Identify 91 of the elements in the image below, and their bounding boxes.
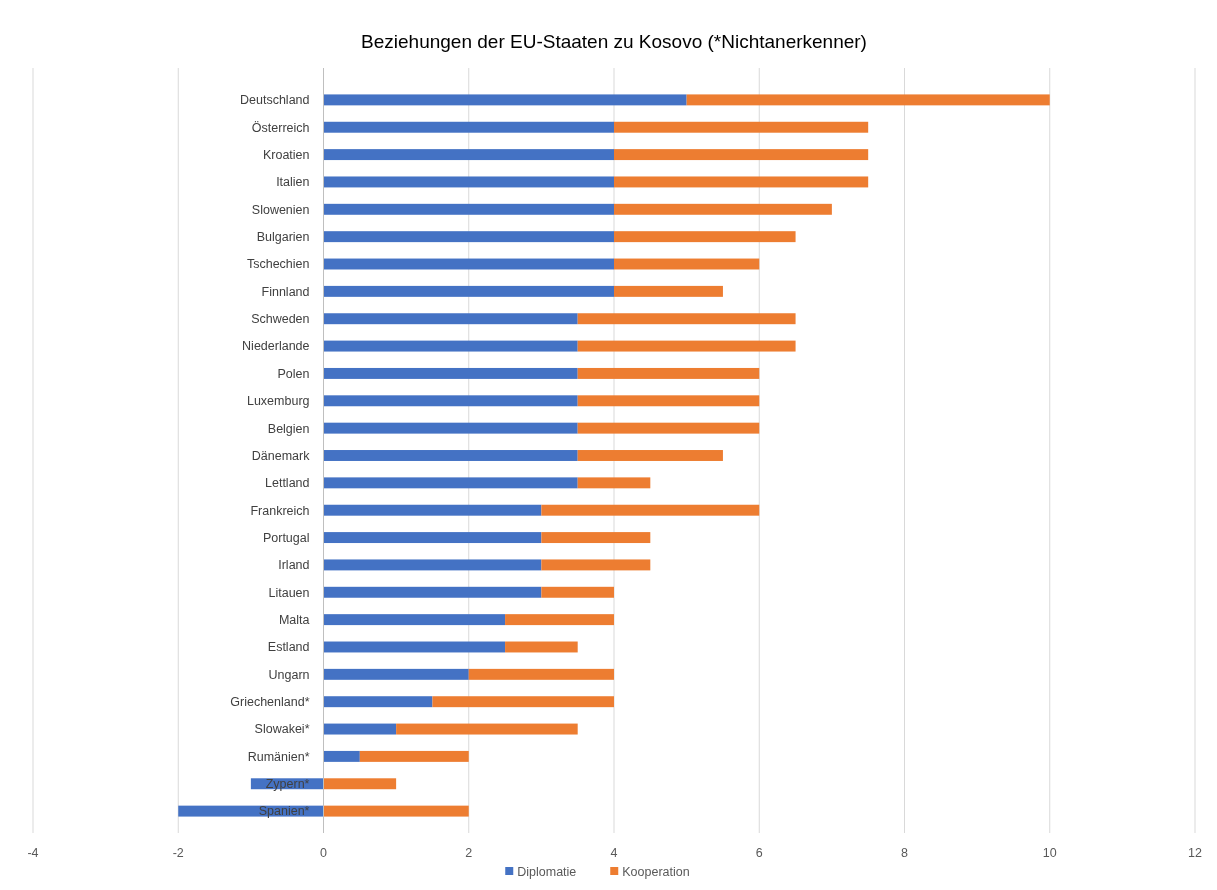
legend-label: Diplomatie bbox=[517, 865, 577, 879]
y-tick-label: Deutschland bbox=[240, 93, 310, 108]
bar bbox=[323, 149, 614, 161]
bar bbox=[577, 477, 651, 489]
bar bbox=[614, 231, 796, 243]
chart-title: Beziehungen der EU-Staaten zu Kosovo (*Nichtanerkenner) bbox=[361, 31, 867, 52]
y-tick-label: Tschechien bbox=[246, 257, 310, 272]
bar bbox=[323, 285, 614, 297]
bar bbox=[359, 750, 469, 762]
y-tick-label: Irland bbox=[278, 558, 310, 573]
bar bbox=[323, 532, 542, 544]
bar bbox=[468, 668, 614, 680]
bar bbox=[323, 422, 578, 434]
x-tick-label: 8 bbox=[901, 846, 909, 860]
bar bbox=[323, 668, 469, 680]
bar bbox=[323, 231, 614, 243]
bar bbox=[323, 559, 542, 571]
bar bbox=[541, 586, 614, 598]
bar bbox=[323, 395, 578, 407]
bar bbox=[323, 586, 542, 598]
bar bbox=[577, 313, 796, 325]
bar bbox=[577, 395, 760, 407]
bar bbox=[686, 94, 1050, 106]
x-tick-label: 10 bbox=[1042, 846, 1057, 860]
y-tick-label: Italien bbox=[276, 175, 310, 190]
y-tick-label: Spanien* bbox=[258, 804, 310, 819]
bar bbox=[577, 450, 723, 461]
bar bbox=[541, 559, 651, 571]
bar bbox=[323, 614, 506, 626]
y-tick-label: Malta bbox=[278, 613, 310, 628]
x-tick-label: -2 bbox=[172, 846, 184, 860]
y-tick-label: Luxemburg bbox=[246, 394, 310, 409]
bar bbox=[323, 450, 578, 461]
bar bbox=[541, 532, 651, 544]
bar bbox=[505, 614, 614, 626]
y-tick-label: Griechenland* bbox=[230, 695, 310, 710]
bar bbox=[323, 723, 397, 735]
bar bbox=[541, 504, 760, 516]
bar bbox=[432, 696, 614, 708]
y-tick-label: Zypern* bbox=[265, 777, 310, 792]
x-tick-label: 0 bbox=[320, 846, 328, 860]
y-tick-label: Finnland bbox=[261, 284, 310, 299]
x-tick-label: 4 bbox=[610, 846, 618, 860]
bar bbox=[323, 696, 433, 708]
bar bbox=[323, 313, 578, 325]
bar bbox=[505, 641, 578, 653]
bar bbox=[323, 121, 614, 133]
bar bbox=[396, 723, 578, 735]
y-tick-label: Slowenien bbox=[251, 202, 310, 217]
bar bbox=[614, 121, 869, 133]
bar bbox=[323, 203, 614, 215]
bar bbox=[614, 285, 723, 297]
bar bbox=[323, 258, 614, 270]
y-tick-label: Litauen bbox=[268, 585, 310, 600]
bar bbox=[614, 149, 869, 161]
y-tick-label: Schweden bbox=[251, 312, 310, 327]
y-tick-label: Dänemark bbox=[251, 448, 311, 463]
y-tick-label: Slowakei* bbox=[254, 722, 310, 737]
bar bbox=[577, 340, 796, 352]
bar bbox=[323, 367, 578, 379]
bar bbox=[323, 340, 578, 352]
x-tick-label: 2 bbox=[465, 846, 473, 860]
bar bbox=[577, 422, 760, 434]
bar bbox=[323, 641, 506, 653]
x-tick-label: 12 bbox=[1188, 846, 1202, 860]
bar bbox=[614, 176, 869, 188]
x-tick-label: -4 bbox=[27, 846, 39, 860]
bar bbox=[323, 176, 614, 188]
y-tick-label: Niederlande bbox=[242, 339, 310, 354]
y-tick-label: Portugal bbox=[262, 530, 310, 545]
y-tick-label: Lettland bbox=[265, 476, 310, 491]
y-tick-label: Kroatien bbox=[262, 147, 310, 162]
bar bbox=[577, 367, 760, 379]
y-tick-label: Österreich bbox=[251, 120, 310, 135]
x-tick-label: 6 bbox=[755, 846, 763, 860]
bar bbox=[614, 258, 760, 270]
bar bbox=[323, 94, 687, 106]
y-tick-label: Bulgarien bbox=[256, 230, 310, 245]
bar bbox=[614, 203, 832, 215]
bar bbox=[323, 778, 397, 790]
y-tick-label: Estland bbox=[267, 640, 310, 655]
y-tick-label: Belgien bbox=[267, 421, 310, 436]
y-tick-label: Frankreich bbox=[250, 503, 310, 518]
bar bbox=[323, 750, 360, 762]
bar bbox=[323, 504, 542, 516]
y-tick-label: Ungarn bbox=[268, 667, 310, 682]
y-tick-label: Polen bbox=[277, 366, 310, 381]
bar bbox=[323, 805, 469, 817]
y-tick-label: Rumänien* bbox=[247, 749, 310, 764]
legend-label: Kooperation bbox=[622, 865, 690, 879]
bar bbox=[323, 477, 578, 489]
